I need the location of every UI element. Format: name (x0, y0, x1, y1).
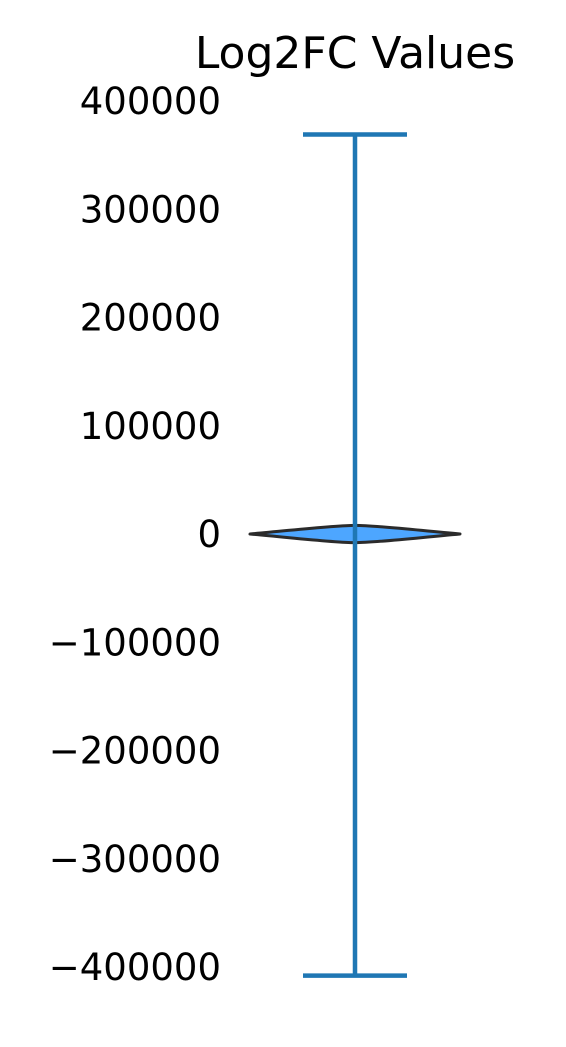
y-tick-label: 400000 (80, 80, 221, 123)
y-tick-label: 0 (197, 513, 221, 556)
plot-area (248, 132, 462, 978)
y-tick-label: −200000 (49, 730, 221, 773)
y-tick-label: 100000 (80, 405, 221, 448)
y-tick-label: −400000 (49, 946, 221, 989)
chart-title: Log2FC Values (195, 28, 515, 79)
y-tick-label: −100000 (49, 621, 221, 664)
y-tick-label: 300000 (80, 188, 221, 231)
y-axis: 400000 300000 200000 100000 0 −100000 −200000 −… (49, 80, 221, 989)
y-tick-label: 200000 (80, 297, 221, 340)
y-tick-label: −300000 (49, 838, 221, 881)
